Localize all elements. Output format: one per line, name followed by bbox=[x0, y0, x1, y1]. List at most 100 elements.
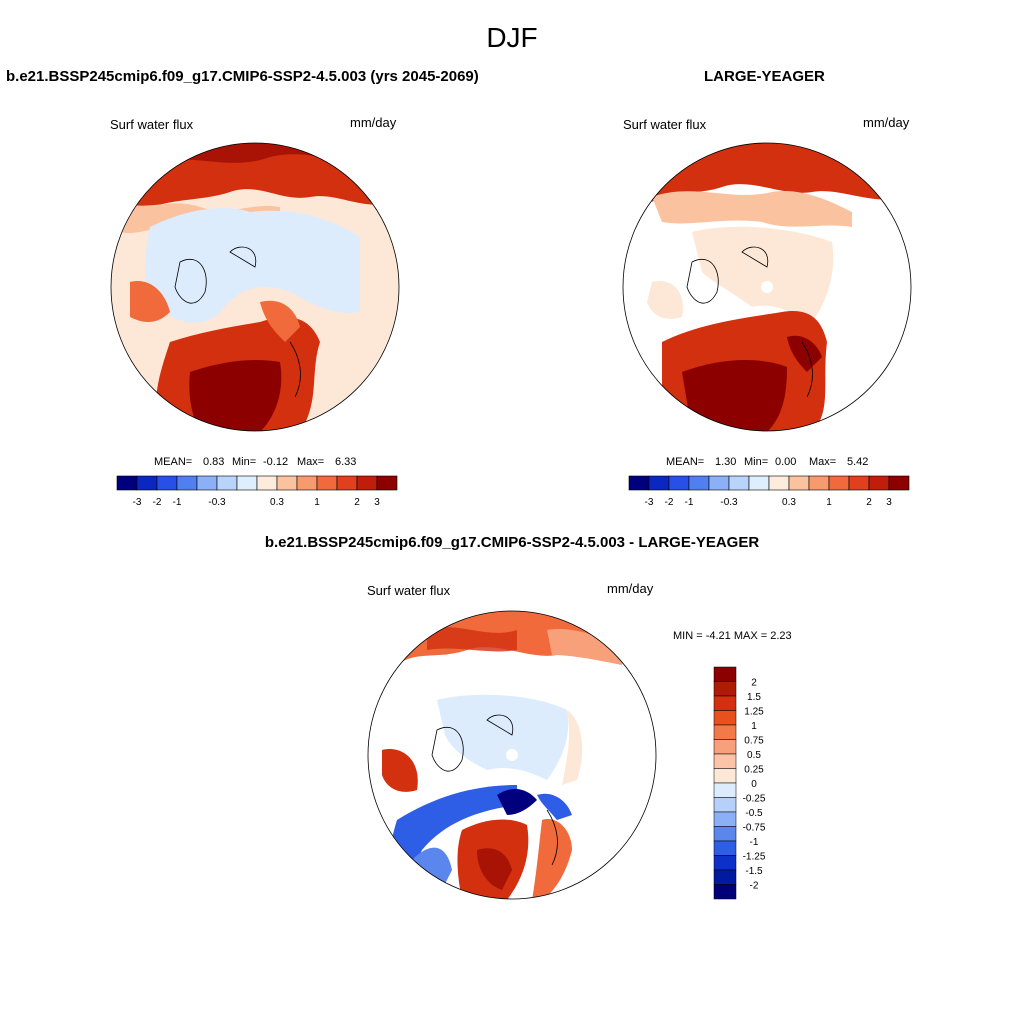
panel-case-colorbar: -3 -2 -1 -0.3 0.3 1 2 3 bbox=[116, 475, 398, 508]
diff-colorbar-label: -1 bbox=[750, 837, 759, 848]
case-colorbar-tick-label: 1 bbox=[314, 497, 320, 508]
panel-obs-variable-label: Surf water flux bbox=[623, 117, 707, 132]
case-colorbar-swatch bbox=[136, 475, 158, 491]
diff-colorbar-swatch bbox=[713, 666, 737, 682]
case-colorbar-swatch bbox=[236, 475, 258, 491]
case-colorbar-swatch bbox=[276, 475, 298, 491]
panel-obs-polar-map bbox=[622, 142, 912, 432]
diff-colorbar-swatch bbox=[713, 710, 737, 726]
case-colorbar-swatch bbox=[216, 475, 238, 491]
panel-case-max-value: 6.33 bbox=[335, 456, 357, 468]
diff-colorbar-label: 1.25 bbox=[744, 707, 764, 718]
case-colorbar-tick-label: 2 bbox=[354, 497, 360, 508]
obs-colorbar-swatch bbox=[748, 475, 770, 491]
diff-colorbar-label: 1.5 bbox=[747, 692, 761, 703]
obs-colorbar-tick-label: 1 bbox=[826, 497, 832, 508]
obs-colorbar-swatch bbox=[628, 475, 650, 491]
panel-diff-title: b.e21.BSSP245cmip6.f09_g17.CMIP6-SSP2-4.… bbox=[264, 534, 760, 551]
panel-obs-max-value: 5.42 bbox=[847, 456, 869, 468]
case-colorbar-swatch bbox=[356, 475, 378, 491]
case-colorbar-tick-label: 0.3 bbox=[270, 497, 284, 508]
diff-colorbar-swatch bbox=[713, 695, 737, 711]
obs-colorbar-swatch bbox=[788, 475, 810, 491]
diff-colorbar-swatch bbox=[713, 840, 737, 856]
panel-case-mean-value: 0.83 bbox=[203, 456, 225, 468]
diff-colorbar-label: -0.25 bbox=[743, 794, 766, 805]
case-colorbar-swatch bbox=[116, 475, 138, 491]
diff-colorbar-label: -1.5 bbox=[745, 866, 763, 877]
case-colorbar-swatch bbox=[196, 475, 218, 491]
obs-colorbar-swatch bbox=[648, 475, 670, 491]
diff-colorbar-label: 1 bbox=[751, 721, 757, 732]
panel-case-units-label: mm/day bbox=[350, 115, 397, 130]
diff-colorbar-swatch bbox=[713, 681, 737, 697]
obs-colorbar-tick-label: 3 bbox=[886, 497, 892, 508]
diff-colorbar-swatch bbox=[713, 855, 737, 871]
panel-case-title: b.e21.BSSP245cmip6.f09_g17.CMIP6-SSP2-4.… bbox=[6, 68, 479, 85]
diff-colorbar-label: -0.5 bbox=[745, 808, 763, 819]
diff-colorbar-label: -2 bbox=[750, 881, 759, 892]
obs-colorbar-swatch bbox=[688, 475, 710, 491]
panel-obs-mean-label: MEAN= bbox=[666, 456, 705, 468]
case-colorbar-swatch bbox=[256, 475, 278, 491]
obs-colorbar-swatch bbox=[708, 475, 730, 491]
case-colorbar-tick-label: 3 bbox=[374, 497, 380, 508]
panel-obs-colorbar: -3 -2 -1 -0.3 0.3 1 2 3 bbox=[628, 475, 910, 508]
case-colorbar-swatch bbox=[376, 475, 398, 491]
panel-diff-polar-map bbox=[367, 610, 657, 900]
case-colorbar-swatch bbox=[296, 475, 318, 491]
diff-colorbar-label: 0.5 bbox=[747, 750, 761, 761]
panel-diff-variable-label: Surf water flux bbox=[367, 583, 451, 598]
panel-diff-units-label: mm/day bbox=[607, 581, 654, 596]
panel-case-min-value: -0.12 bbox=[263, 456, 289, 468]
obs-colorbar-swatch bbox=[828, 475, 850, 491]
case-colorbar-swatch bbox=[156, 475, 178, 491]
panel-obs-max-label: Max= bbox=[809, 456, 837, 468]
diff-colorbar-label: 2 bbox=[751, 678, 757, 689]
obs-colorbar-swatch bbox=[868, 475, 890, 491]
panel-obs-min-label: Min= bbox=[744, 456, 769, 468]
panel-diff-colorbar: 2 1.5 1.25 1 0.75 0.5 0.25 0 -0.25 -0.5 -0.75 -1 -1.… bbox=[713, 666, 766, 900]
panel-case-polar-map bbox=[110, 142, 400, 432]
panel-case-min-label: Min= bbox=[232, 456, 257, 468]
obs-colorbar-swatch bbox=[888, 475, 910, 491]
obs-colorbar-tick-label: 2 bbox=[866, 497, 872, 508]
panel-case-variable-label: Surf water flux bbox=[110, 117, 194, 132]
diff-colorbar-swatch bbox=[713, 782, 737, 798]
figure-title: DJF bbox=[486, 22, 538, 53]
diff-colorbar-swatch bbox=[713, 811, 737, 827]
diff-colorbar-swatch bbox=[713, 869, 737, 885]
diff-colorbar-swatch bbox=[713, 724, 737, 740]
diff-colorbar-swatch bbox=[713, 884, 737, 900]
panel-obs-mean-value: 1.30 bbox=[715, 456, 737, 468]
obs-colorbar-tick-label: -3 bbox=[645, 497, 654, 508]
panel-case-mean-label: MEAN= bbox=[154, 456, 193, 468]
panel-obs-units-label: mm/day bbox=[863, 115, 910, 130]
diff-colorbar-swatch bbox=[713, 753, 737, 769]
case-colorbar-swatch bbox=[316, 475, 338, 491]
diff-colorbar-swatch bbox=[713, 739, 737, 755]
case-colorbar-tick-label: -2 bbox=[153, 497, 162, 508]
panel-diff-minmax-text: MIN = -4.21 MAX = 2.23 bbox=[673, 630, 792, 642]
diff-colorbar-label: 0 bbox=[751, 779, 757, 790]
obs-colorbar-swatch bbox=[768, 475, 790, 491]
panel-obs-title: LARGE-YEAGER bbox=[704, 68, 825, 85]
obs-colorbar-swatch bbox=[848, 475, 870, 491]
panel-obs-min-value: 0.00 bbox=[775, 456, 797, 468]
case-colorbar-tick-label: -1 bbox=[173, 497, 182, 508]
case-colorbar-tick-label: -0.3 bbox=[208, 497, 226, 508]
obs-colorbar-swatch bbox=[668, 475, 690, 491]
diff-colorbar-swatch bbox=[713, 797, 737, 813]
diff-colorbar-label: -0.75 bbox=[743, 823, 766, 834]
case-colorbar-tick-label: -3 bbox=[133, 497, 142, 508]
panel-case-max-label: Max= bbox=[297, 456, 325, 468]
obs-colorbar-swatch bbox=[808, 475, 830, 491]
obs-colorbar-swatch bbox=[728, 475, 750, 491]
obs-colorbar-tick-label: -0.3 bbox=[720, 497, 738, 508]
case-colorbar-swatch bbox=[336, 475, 358, 491]
obs-colorbar-tick-label: 0.3 bbox=[782, 497, 796, 508]
diff-colorbar-swatch bbox=[713, 826, 737, 842]
diff-colorbar-label: -1.25 bbox=[743, 852, 766, 863]
obs-colorbar-tick-label: -1 bbox=[685, 497, 694, 508]
case-colorbar-swatch bbox=[176, 475, 198, 491]
